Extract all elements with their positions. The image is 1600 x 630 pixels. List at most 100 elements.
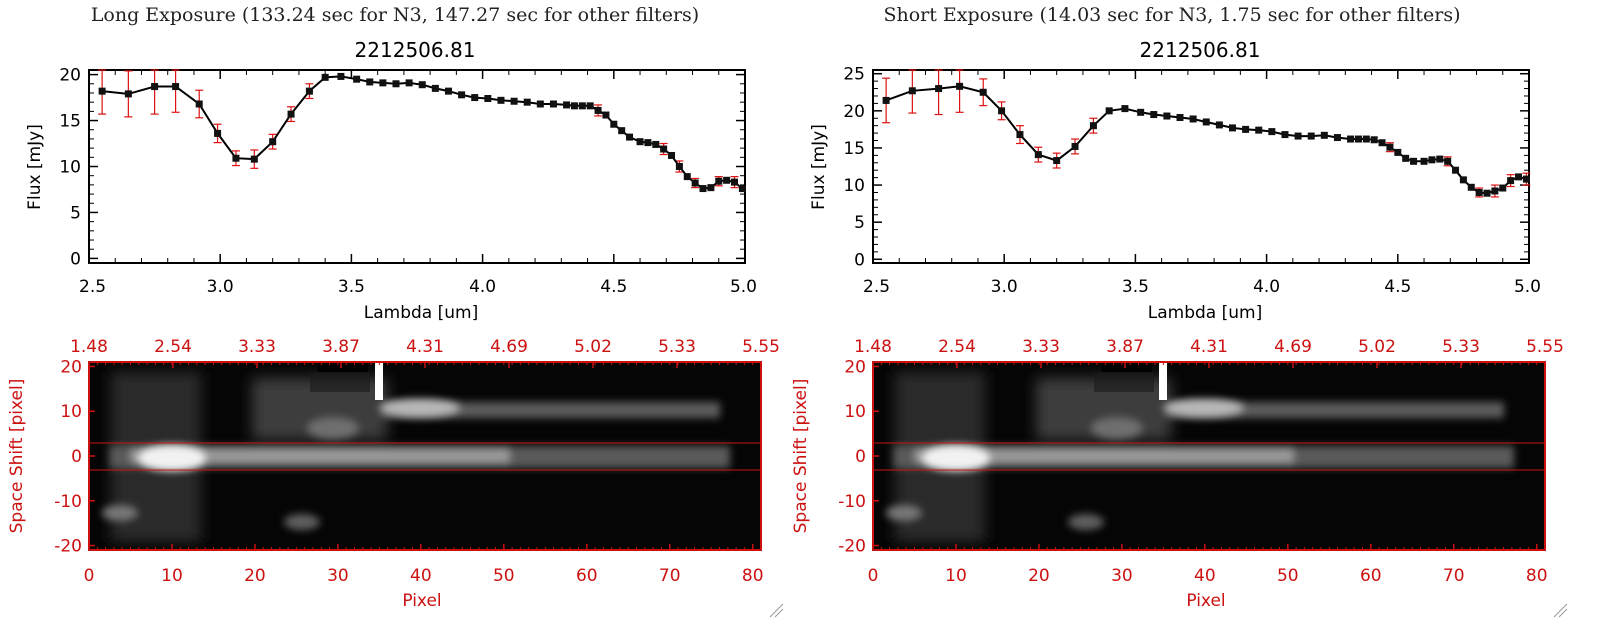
top-wavelength-tick-label: 4.31	[406, 337, 444, 357]
error-bar	[955, 69, 964, 113]
data-point	[683, 173, 691, 181]
resize-grip-icon[interactable]	[1553, 603, 1568, 618]
x-tick-label: 5.0	[1514, 277, 1541, 297]
x-tick-label: 3.0	[207, 277, 234, 297]
data-point	[644, 139, 652, 147]
y-tick-label: 15	[843, 139, 865, 159]
x-tick-label: 3.0	[991, 277, 1018, 297]
top-wavelength-tick-label: 5.02	[1358, 337, 1396, 357]
top-wavelength-tick-label: 1.48	[854, 337, 892, 357]
data-point	[578, 102, 586, 110]
data-point	[1202, 118, 1210, 126]
top-wavelength-tick-label: 5.02	[574, 337, 612, 357]
spectrum-y-axis-label: Flux [mJy]	[25, 124, 45, 210]
data-point	[195, 100, 203, 108]
y-tick-label: 0	[854, 250, 865, 270]
data-point	[668, 151, 676, 159]
x-tick-label: 40	[410, 566, 432, 586]
data-point	[337, 72, 345, 80]
data-point	[1428, 156, 1436, 164]
data-point	[214, 129, 222, 137]
data-point	[484, 94, 492, 102]
spectrum-plot-frame	[88, 69, 746, 264]
x-tick-label: 50	[493, 566, 515, 586]
x-tick-label: 30	[1111, 566, 1133, 586]
x-tick-label: 3.5	[338, 277, 365, 297]
data-point	[1137, 108, 1145, 116]
data-point	[586, 102, 594, 110]
data-point	[660, 145, 668, 153]
spectrum-series-line	[885, 85, 1527, 195]
x-tick-label: 0	[868, 566, 879, 586]
data-point	[882, 96, 890, 104]
data-point	[1402, 154, 1410, 162]
error-bar	[150, 69, 159, 115]
data-point	[1189, 115, 1197, 123]
data-point	[471, 94, 479, 102]
error-bar	[934, 69, 943, 116]
data-point	[1444, 157, 1452, 165]
long-exposure-heading: Long Exposure (133.24 sec for N3, 147.27…	[91, 4, 699, 26]
data-point	[1176, 114, 1184, 122]
x-tick-label: 80	[1526, 566, 1548, 586]
data-point	[366, 78, 374, 86]
spectrum-plot-frame	[872, 69, 1530, 264]
data-point	[172, 83, 180, 91]
x-tick-label: 80	[742, 566, 764, 586]
y-tick-label: 25	[843, 65, 865, 85]
x-tick-label: 3.5	[1122, 277, 1149, 297]
data-point	[1378, 139, 1386, 147]
x-tick-label: 30	[327, 566, 349, 586]
spectrum-plot-long: 2.5 3.0 3.5 4.0 4.5 5.0 0 5 10 15 20	[59, 66, 757, 297]
data-point	[594, 106, 602, 114]
x-tick-label: 20	[244, 566, 266, 586]
data-point	[269, 138, 277, 146]
data-point	[392, 80, 400, 88]
spectral-image-content	[89, 362, 761, 550]
data-point	[618, 127, 626, 135]
data-point	[1294, 132, 1302, 140]
top-wavelength-tick-label: 4.69	[1274, 337, 1312, 357]
resize-grip-icon[interactable]	[769, 603, 784, 618]
image-x-axis-label: Pixel	[1186, 591, 1225, 611]
data-point	[1452, 166, 1460, 174]
data-point	[1228, 124, 1236, 132]
data-point	[1034, 151, 1042, 159]
data-point	[1307, 132, 1315, 140]
data-point	[510, 97, 518, 105]
spectrum-x-axis-label: Lambda [um]	[364, 303, 478, 323]
x-tick-label: 2.5	[79, 277, 106, 297]
spectrum-plot-short: 2.5 3.0 3.5 4.0 4.5 5.0 0 5 10 15 20 25	[843, 65, 1541, 297]
data-point	[232, 154, 240, 162]
x-tick-label: 70	[659, 566, 681, 586]
top-wavelength-tick-label: 5.55	[742, 337, 780, 357]
x-tick-label: 10	[945, 566, 967, 586]
data-point	[908, 87, 916, 95]
data-point	[405, 79, 413, 87]
data-point	[431, 84, 439, 92]
y-tick-label: 10	[843, 176, 865, 196]
data-point	[1394, 148, 1402, 156]
top-wavelength-tick-label: 4.69	[490, 337, 528, 357]
top-wavelength-tick-label: 1.48	[70, 337, 108, 357]
data-point	[1320, 131, 1328, 139]
data-point	[1467, 183, 1475, 191]
data-point	[731, 178, 739, 186]
x-tick-label: 50	[1277, 566, 1299, 586]
data-point	[98, 87, 106, 95]
data-point	[287, 110, 295, 118]
data-point	[1410, 157, 1418, 165]
x-tick-label: 0	[84, 566, 95, 586]
data-point	[549, 100, 557, 108]
data-point	[715, 177, 723, 185]
data-point	[563, 101, 571, 109]
x-tick-label: 20	[1028, 566, 1050, 586]
data-point	[536, 100, 544, 108]
data-point	[250, 155, 258, 163]
data-point	[998, 107, 1006, 115]
data-point	[1281, 131, 1289, 139]
x-tick-label: 60	[1360, 566, 1382, 586]
y-tick-label: -20	[838, 537, 866, 557]
spectral-image-content	[873, 362, 1545, 550]
